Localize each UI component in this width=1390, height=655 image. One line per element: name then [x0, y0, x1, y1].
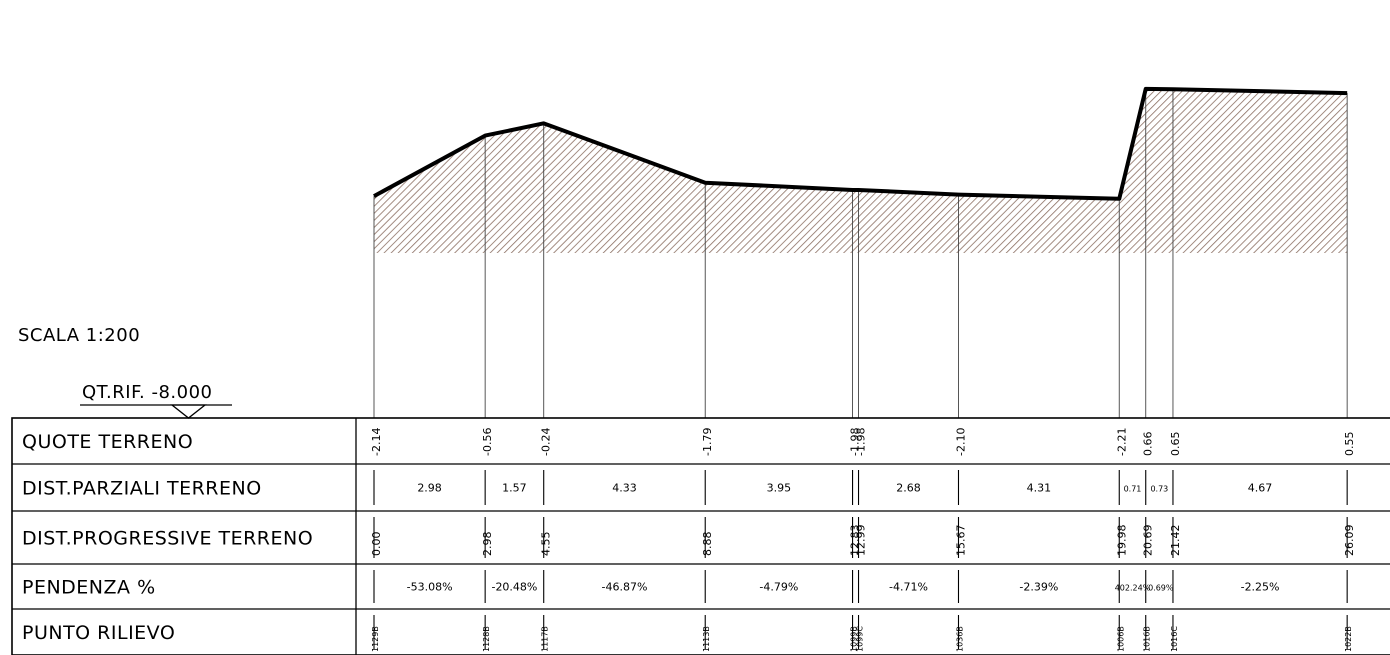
slope-value: -20.48%: [491, 581, 537, 594]
progressive-distance-value: 8.88: [701, 532, 714, 557]
elevation-value: -2.21: [1115, 428, 1128, 456]
partial-distance-value: 3.95: [767, 482, 792, 495]
elevation-value: -1.98: [855, 428, 868, 456]
row-label: DIST.PROGRESSIVE TERRENO: [22, 528, 313, 550]
partial-distance-value: 2.68: [896, 482, 921, 495]
row-label: PENDENZA %: [22, 577, 156, 599]
row-label: PUNTO RILIEVO: [22, 622, 175, 644]
progressive-distance-value: 15.67: [954, 525, 967, 557]
row-label: DIST.PARZIALI TERRENO: [22, 478, 262, 500]
progressive-distance-value: 0.00: [370, 532, 383, 557]
elevation-value: 0.55: [1343, 432, 1356, 457]
partial-distance-value: 0.71: [1124, 485, 1142, 494]
elevation-value: -2.10: [954, 428, 967, 456]
table-station-values: -2.14 0.00 1129B -0.56 2.98 1128B -0.24 4.55 111…: [370, 428, 1356, 652]
elevation-value: -0.24: [540, 428, 553, 456]
progressive-distance-value: 2.98: [481, 532, 494, 557]
partial-distance-value: 4.33: [612, 482, 637, 495]
survey-point-value: 1129B: [371, 626, 380, 652]
row-label: QUOTE TERRENO: [22, 431, 193, 453]
survey-point-value: 1099C: [856, 626, 865, 652]
progressive-distance-value: 26.09: [1343, 525, 1356, 557]
survey-point-value: 1016C: [1170, 626, 1179, 652]
slope-value: -0.69%: [1145, 584, 1174, 593]
survey-point-value: 1022B: [1344, 626, 1353, 652]
elevation-value: -2.14: [370, 428, 383, 456]
scale-label: SCALA 1:200: [18, 325, 140, 346]
reference-level-label: QT.RIF. -8.000: [82, 382, 213, 403]
survey-point-value: 1099B: [850, 626, 859, 652]
partial-distance-value: 1.57: [502, 482, 527, 495]
slope-value: -4.79%: [759, 581, 798, 594]
slope-value: -46.87%: [602, 581, 648, 594]
partial-distance-value: 2.98: [417, 482, 442, 495]
progressive-distance-value: 4.55: [540, 532, 553, 557]
table-row-labels: QUOTE TERRENO DIST.PARZIALI TERRENO DIST.P…: [22, 431, 313, 644]
partial-distance-value: 4.31: [1027, 482, 1052, 495]
progressive-distance-value: 20.69: [1142, 525, 1155, 557]
elevation-value: 0.65: [1169, 432, 1182, 457]
survey-point-value: 1006B: [1116, 626, 1125, 652]
slope-value: 402.24%: [1115, 584, 1151, 593]
table-border: [11, 417, 1390, 655]
survey-point-value: 1016B: [1143, 626, 1152, 652]
survey-point-value: 1117B: [541, 626, 550, 652]
partial-distance-value: 4.67: [1248, 482, 1273, 495]
progressive-distance-value: 21.42: [1169, 525, 1182, 557]
table-grid: [11, 417, 1390, 655]
survey-point-value: 1128B: [482, 626, 491, 652]
elevation-value: -1.98: [849, 428, 862, 456]
slope-value: -2.39%: [1019, 581, 1058, 594]
survey-point-value: 1036B: [955, 626, 964, 652]
slope-value: -2.25%: [1241, 581, 1280, 594]
elevation-value: -0.56: [481, 428, 494, 456]
slope-value: -4.71%: [889, 581, 928, 594]
terrain-hatch-fill: [374, 88, 1348, 253]
partial-distance-value: 0.73: [1150, 485, 1168, 494]
progressive-distance-value: 19.98: [1115, 525, 1128, 557]
reference-triangle-icon: [170, 404, 207, 419]
progressive-distance-value: 12.99: [855, 525, 868, 557]
table-segment-values: 2.98 -53.08% 1.57 -20.48% 4.33 -46.87% 3.95 -4.…: [407, 482, 1280, 594]
terrain-line: [373, 86, 1348, 201]
terrain-profile: [373, 86, 1348, 418]
station-vertical-lines: [373, 88, 1348, 418]
slope-value: -53.08%: [407, 581, 453, 594]
elevation-value: -1.79: [701, 428, 714, 456]
survey-point-value: 1113B: [702, 626, 711, 652]
profile-table: QUOTE TERRENO DIST.PARZIALI TERRENO DIST.P…: [11, 417, 1390, 655]
elevation-value: 0.66: [1142, 432, 1155, 457]
